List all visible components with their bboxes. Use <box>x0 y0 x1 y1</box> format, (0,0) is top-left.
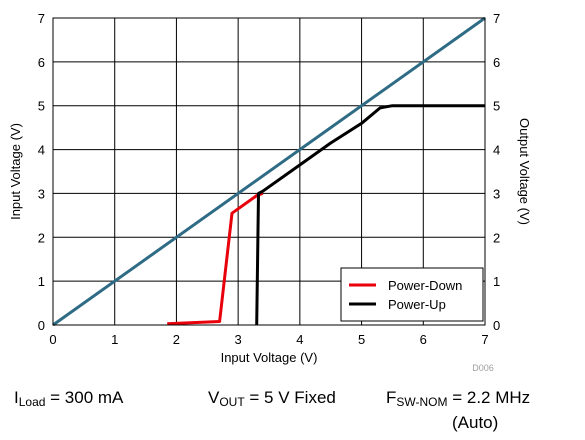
condition-switching-frequency: FSW-NOM = 2.2 MHz <box>386 388 530 409</box>
series-line-reference <box>52 16 486 327</box>
figure-id: D006 <box>472 363 494 373</box>
vout-value: = 5 V Fixed <box>244 388 336 407</box>
x-tick-label: 5 <box>358 332 365 347</box>
x-tick-label: 6 <box>420 332 427 347</box>
x-tick-label: 2 <box>173 332 180 347</box>
series-line-power-up <box>255 104 485 326</box>
fsw-subscript: SW-NOM <box>396 395 448 409</box>
y-tick-label-right: 4 <box>493 143 500 158</box>
y-tick-label-right: 3 <box>493 186 500 201</box>
series-group <box>52 16 486 327</box>
x-tick-label: 7 <box>481 332 488 347</box>
y-tick-label-right: 7 <box>493 11 500 26</box>
condition-output-voltage: VOUT = 5 V Fixed <box>208 388 336 409</box>
y-tick-label-left: 6 <box>38 55 45 70</box>
y-tick-label-right: 5 <box>493 99 500 114</box>
y-tick-label-left: 3 <box>38 186 45 201</box>
y-tick-label-left: 2 <box>38 230 45 245</box>
iload-value: = 300 mA <box>45 388 124 407</box>
x-tick-label: 1 <box>111 332 118 347</box>
legend-label: Power-Down <box>388 278 462 293</box>
series-line-power-down <box>167 191 264 326</box>
legend: Power-Down Power-Up <box>340 267 484 322</box>
legend-box <box>340 267 484 322</box>
x-tick-label: 0 <box>49 332 56 347</box>
vout-symbol: V <box>208 388 220 407</box>
x-tick-label: 4 <box>296 332 303 347</box>
x-tick-label: 3 <box>235 332 242 347</box>
plot-frame <box>52 17 486 326</box>
iload-subscript: Load <box>18 395 46 409</box>
vout-subscript: OUT <box>219 395 245 409</box>
y-tick-label-left: 4 <box>38 143 45 158</box>
y-tick-label-left: 1 <box>38 274 45 289</box>
y-tick-label-right: 6 <box>493 55 500 70</box>
condition-mode: (Auto) <box>452 413 499 432</box>
tick-labels: 0 1 2 3 4 5 6 70 01 12 23 34 45 56 67 7 <box>38 11 500 347</box>
y-tick-label-right: 0 <box>493 318 500 333</box>
iload-symbol: I <box>14 388 19 407</box>
y-tick-label-left: 5 <box>38 99 45 114</box>
condition-load-current: ILoad = 300 mA <box>14 388 123 409</box>
y-tick-label-left: 7 <box>38 11 45 26</box>
y-tick-label-right: 1 <box>493 274 500 289</box>
y-axis-label-right: Output Voltage (V) <box>517 118 532 225</box>
y-tick-label-right: 2 <box>493 230 500 245</box>
y-axis-label-left: Input Voltage (V) <box>8 123 23 220</box>
fsw-value: = 2.2 MHz <box>447 388 531 407</box>
legend-label: Power-Up <box>388 297 446 312</box>
chart-canvas: 0 1 2 3 4 5 6 70 01 12 23 34 45 56 67 7 Input Voltage (… <box>8 11 532 373</box>
fsw-symbol: F <box>386 388 397 407</box>
x-axis-label: Input Voltage (V) <box>221 350 318 365</box>
y-tick-label-left: 0 <box>38 318 45 333</box>
